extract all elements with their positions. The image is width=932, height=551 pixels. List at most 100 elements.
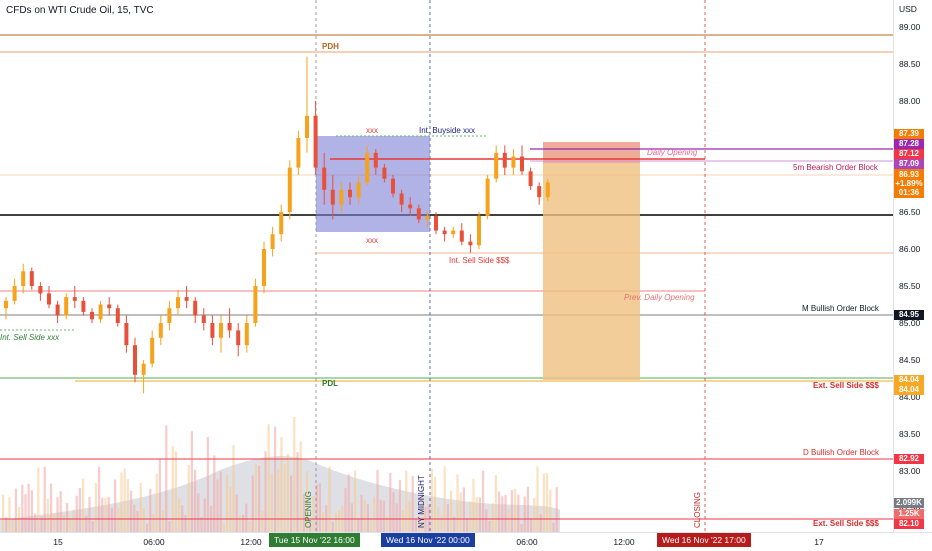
volume-bar — [309, 520, 312, 532]
candle-body — [296, 138, 301, 168]
price-chart[interactable] — [0, 0, 893, 532]
candle-body — [4, 300, 8, 309]
volume-bar — [171, 446, 174, 532]
candle-body — [150, 337, 155, 364]
candle-body — [339, 189, 344, 205]
volume-bar — [402, 510, 405, 532]
candle-body — [399, 193, 404, 205]
volume-bar — [334, 512, 337, 532]
candle-body — [373, 152, 378, 168]
volume-bar — [440, 516, 443, 532]
volume-bar — [158, 459, 161, 532]
candle-body — [305, 115, 309, 138]
candle-body — [12, 286, 17, 301]
candle-body — [72, 297, 77, 301]
pdh-label: PDH — [322, 42, 339, 51]
volume-bar — [386, 516, 389, 532]
candle-body — [477, 215, 481, 246]
candle-body — [29, 271, 34, 286]
volume-bar — [366, 504, 369, 532]
stop-zone-box — [543, 142, 640, 163]
candle-body — [236, 330, 241, 346]
candle-body — [348, 189, 352, 198]
volume-bar — [395, 503, 398, 532]
volume-bar — [216, 479, 219, 532]
candle-body — [270, 234, 275, 249]
volume-bar — [443, 466, 446, 532]
time-badge-midnight: Wed 16 Nov '22 00:00 — [381, 533, 475, 547]
volume-bar — [546, 473, 549, 532]
volume-bar — [213, 455, 216, 532]
volume-bar — [245, 503, 248, 532]
volume-bar — [197, 493, 200, 532]
volume-bar — [62, 514, 65, 532]
candle-body — [133, 345, 137, 375]
candle-body — [55, 304, 60, 316]
volume-bar — [418, 515, 421, 532]
volume-bar — [312, 495, 315, 532]
volume-bar — [142, 507, 145, 532]
volume-bar — [168, 521, 171, 532]
candle-body — [442, 230, 447, 235]
volume-bar — [318, 483, 321, 532]
price-tick: 84.00 — [899, 392, 921, 402]
volume-bar — [34, 513, 37, 532]
candle-body — [313, 115, 318, 168]
volume-bar — [184, 515, 187, 532]
volume-bar — [174, 451, 177, 532]
price-tick: 82.50 — [899, 503, 921, 513]
volume-bar — [66, 502, 69, 532]
volume-bar — [427, 504, 430, 532]
candle-body — [253, 286, 258, 323]
volume-bar — [123, 468, 126, 532]
candle-body — [356, 182, 361, 198]
candle-body — [193, 300, 198, 316]
price-tick: 85.00 — [899, 318, 921, 328]
volume-bar — [475, 497, 478, 532]
time-tick: 15 — [53, 537, 63, 547]
volume-bar — [82, 478, 85, 532]
volume-bar — [101, 497, 104, 532]
d-bullish-ob-label: D Bullish Order Block — [803, 448, 880, 457]
volume-bar — [350, 503, 353, 532]
volume-bar — [270, 473, 273, 532]
volume-bar — [290, 475, 293, 532]
volume-bar — [242, 514, 245, 532]
price-tick: 85.50 — [899, 281, 921, 291]
volume-bar — [421, 488, 424, 532]
volume-bar — [472, 478, 475, 532]
volume-bar — [238, 515, 241, 532]
xxx-bottom-label: xxx — [366, 236, 378, 245]
time-tick: 06:00 — [143, 537, 165, 547]
candle-body — [219, 323, 223, 338]
volume-bar — [437, 507, 440, 532]
candle-body — [459, 230, 464, 242]
candle-body — [107, 304, 112, 309]
volume-bar — [526, 486, 529, 532]
volume-bar — [251, 475, 254, 532]
volume-bar — [69, 519, 72, 532]
volume-bar — [485, 509, 488, 532]
candle-body — [408, 204, 413, 209]
closing-label: CLOSING — [693, 491, 702, 528]
volume-bar — [11, 519, 14, 532]
price-tick: 88.50 — [899, 59, 921, 69]
volume-bar — [370, 520, 373, 532]
price-badge: 87.28 — [894, 139, 924, 149]
volume-bar — [424, 507, 427, 532]
volume-bar — [382, 500, 385, 532]
price-badge: 87.12 — [894, 149, 924, 159]
volume-bar — [482, 470, 485, 532]
volume-bar — [514, 488, 517, 532]
volume-bar — [510, 489, 513, 532]
volume-bar — [146, 523, 149, 532]
candle-body — [494, 152, 499, 179]
daily-opening-label: Daily Opening — [647, 148, 698, 157]
volume-bar — [107, 496, 110, 532]
price-tick: 89.00 — [899, 22, 921, 32]
candle-body — [425, 215, 430, 220]
volume-bar — [530, 518, 533, 532]
price-axis[interactable] — [893, 0, 932, 532]
volume-bar — [126, 479, 129, 532]
candle-body — [201, 315, 206, 323]
